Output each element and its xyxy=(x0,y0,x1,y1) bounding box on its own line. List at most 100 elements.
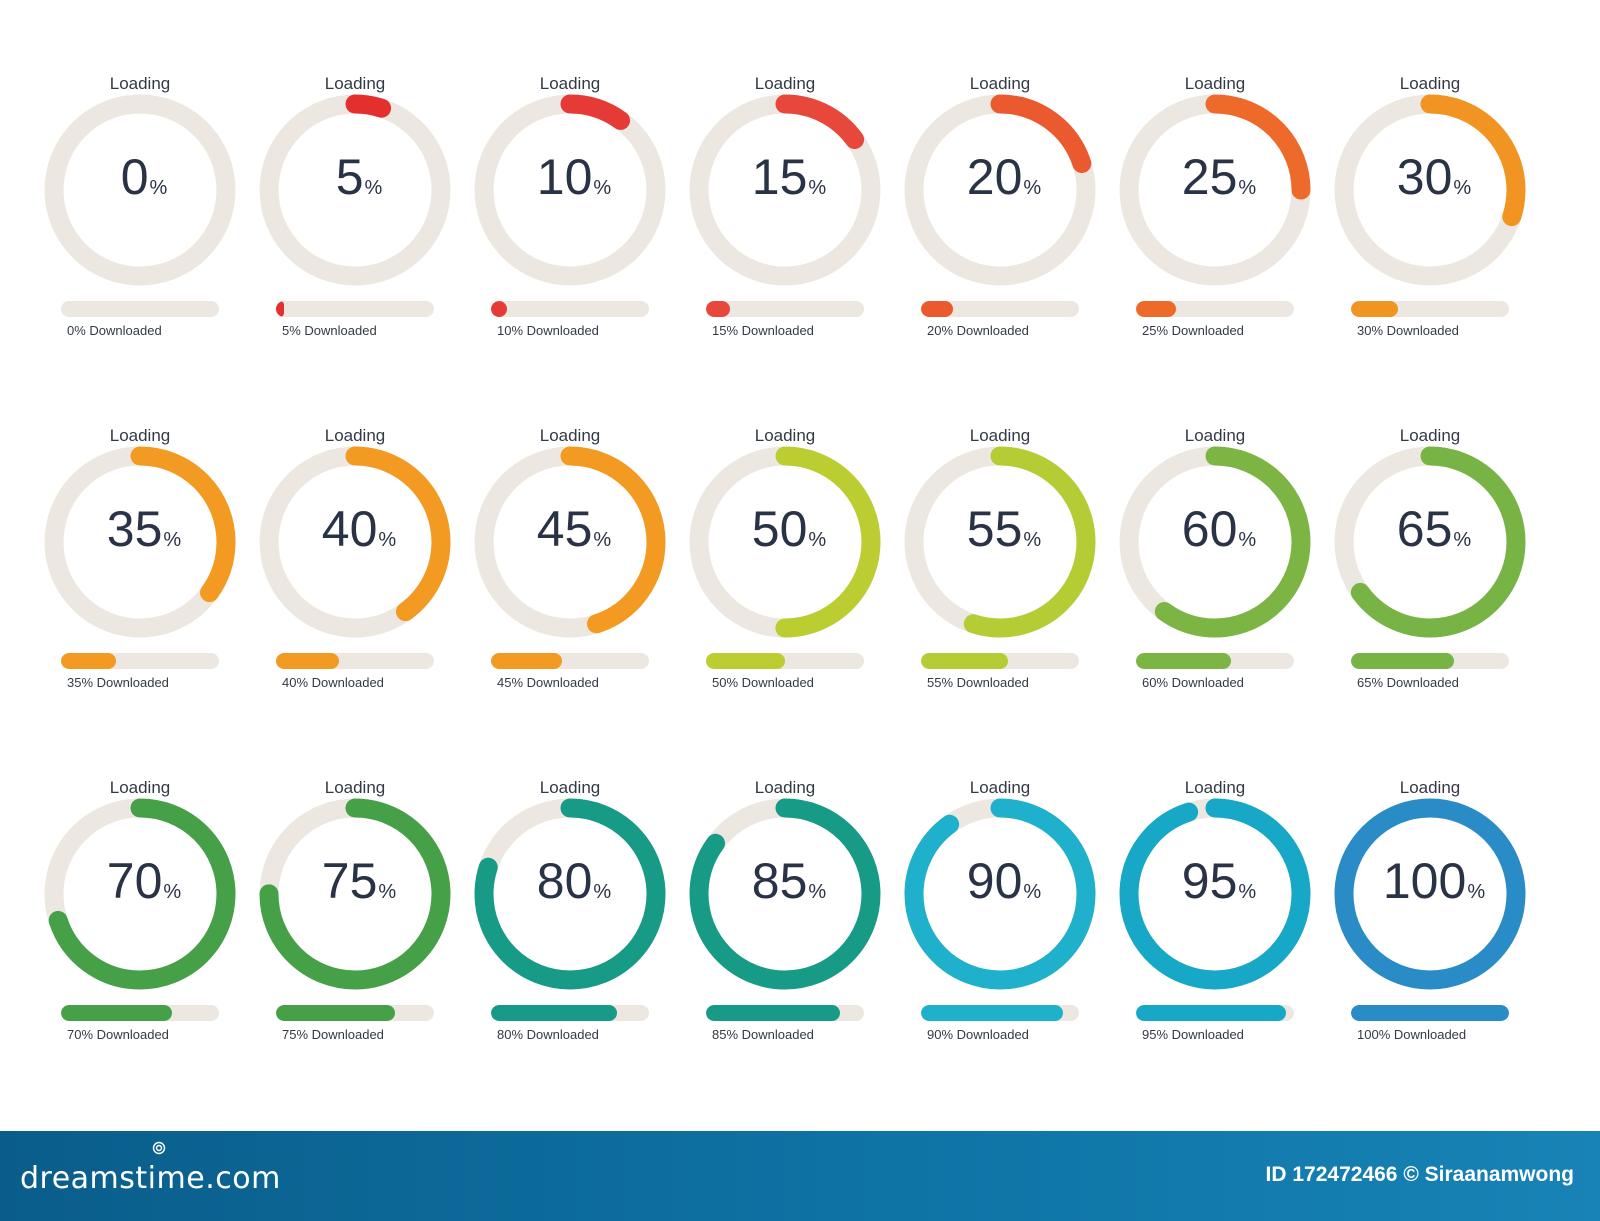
percent-value: 95% xyxy=(1119,856,1319,906)
ring-progress-arc xyxy=(474,798,666,990)
percent-sign: % xyxy=(149,177,168,199)
loading-indicator: Loading 5% 5% Downloaded xyxy=(255,74,470,374)
percent-sign: % xyxy=(364,177,383,199)
loading-label: Loading xyxy=(969,74,1031,93)
loading-label: Loading xyxy=(539,74,601,93)
percent-number: 95 xyxy=(1181,853,1238,909)
percent-number: 40 xyxy=(321,501,378,557)
percent-number: 100 xyxy=(1382,853,1467,909)
percent-value: 75% xyxy=(259,856,459,906)
percent-sign: % xyxy=(1238,529,1257,551)
percent-number: 80 xyxy=(536,853,593,909)
progress-ring: 85% xyxy=(689,798,881,990)
progress-ring: 90% xyxy=(904,798,1096,990)
progress-ring: 35% xyxy=(44,446,236,638)
download-caption: 80% Downloaded xyxy=(497,1027,599,1042)
loading-label: Loading xyxy=(1184,778,1246,797)
percent-value: 40% xyxy=(259,504,459,554)
progress-bar xyxy=(1136,1005,1294,1021)
percent-number: 25 xyxy=(1181,149,1238,205)
progress-bar-fill xyxy=(61,1005,172,1021)
ring-progress-arc xyxy=(474,94,666,286)
loading-indicator: Loading 100% 100% Downloaded xyxy=(1330,778,1545,1078)
loading-indicator: Loading 35% 35% Downloaded xyxy=(40,426,255,726)
progress-ring: 0% xyxy=(44,94,236,286)
loading-indicator: Loading 55% 55% Downloaded xyxy=(900,426,1115,726)
loading-indicator: Loading 70% 70% Downloaded xyxy=(40,778,255,1078)
percent-number: 15 xyxy=(751,149,808,205)
loading-label: Loading xyxy=(1399,778,1461,797)
progress-ring: 15% xyxy=(689,94,881,286)
percent-number: 90 xyxy=(966,853,1023,909)
percent-sign: % xyxy=(163,529,182,551)
percent-value: 25% xyxy=(1119,152,1319,202)
progress-bar xyxy=(706,1005,864,1021)
percent-number: 60 xyxy=(1181,501,1238,557)
progress-bar-fill xyxy=(1136,301,1176,317)
progress-bar xyxy=(491,1005,649,1021)
percent-number: 55 xyxy=(966,501,1023,557)
download-caption: 50% Downloaded xyxy=(712,675,814,690)
percent-sign: % xyxy=(593,881,612,903)
loading-label: Loading xyxy=(324,74,386,93)
percent-value: 15% xyxy=(689,152,889,202)
progress-bar xyxy=(921,1005,1079,1021)
ring-progress-arc xyxy=(904,798,1096,990)
progress-bar xyxy=(1351,301,1509,317)
progress-ring: 70% xyxy=(44,798,236,990)
percent-number: 50 xyxy=(751,501,808,557)
percent-value: 50% xyxy=(689,504,889,554)
loading-label: Loading xyxy=(539,426,601,445)
download-caption: 95% Downloaded xyxy=(1142,1027,1244,1042)
progress-bar-fill xyxy=(491,653,563,669)
ring-progress-arc xyxy=(689,94,881,286)
progress-bar-fill xyxy=(491,1005,618,1021)
progress-bar-fill xyxy=(706,653,785,669)
percent-sign: % xyxy=(593,529,612,551)
download-caption: 70% Downloaded xyxy=(67,1027,169,1042)
progress-ring: 75% xyxy=(259,798,451,990)
ring-progress-arc xyxy=(1119,94,1311,286)
percent-value: 90% xyxy=(904,856,1104,906)
loading-label: Loading xyxy=(754,74,816,93)
loading-indicator: Loading 90% 90% Downloaded xyxy=(900,778,1115,1078)
loading-indicator: Loading 95% 95% Downloaded xyxy=(1115,778,1330,1078)
progress-bar xyxy=(61,1005,219,1021)
loading-indicator: Loading 60% 60% Downloaded xyxy=(1115,426,1330,726)
loading-indicator: Loading 25% 25% Downloaded xyxy=(1115,74,1330,374)
progress-bar xyxy=(61,301,219,317)
progress-ring: 50% xyxy=(689,446,881,638)
percent-number: 35 xyxy=(106,501,163,557)
ring-progress-arc xyxy=(1334,94,1526,286)
loading-indicator: Loading 40% 40% Downloaded xyxy=(255,426,470,726)
progress-bar-fill xyxy=(276,1005,395,1021)
download-caption: 60% Downloaded xyxy=(1142,675,1244,690)
progress-bar xyxy=(1351,1005,1509,1021)
loading-label: Loading xyxy=(754,426,816,445)
download-caption: 45% Downloaded xyxy=(497,675,599,690)
percent-value: 20% xyxy=(904,152,1104,202)
loading-label: Loading xyxy=(969,778,1031,797)
download-caption: 20% Downloaded xyxy=(927,323,1029,338)
percent-number: 30 xyxy=(1396,149,1453,205)
progress-ring: 45% xyxy=(474,446,666,638)
progress-bar xyxy=(491,653,649,669)
download-caption: 85% Downloaded xyxy=(712,1027,814,1042)
percent-value: 85% xyxy=(689,856,889,906)
percent-sign: % xyxy=(1238,881,1257,903)
loading-indicator-grid: Loading 0% 0% Downloaded Loading 5% 5% Downlo… xyxy=(40,74,1545,1078)
ring-progress-arc xyxy=(259,798,451,990)
progress-bar-fill xyxy=(1136,1005,1287,1021)
percent-value: 70% xyxy=(44,856,244,906)
progress-bar-fill xyxy=(706,301,730,317)
progress-ring: 80% xyxy=(474,798,666,990)
percent-number: 5 xyxy=(335,149,364,205)
download-caption: 40% Downloaded xyxy=(282,675,384,690)
percent-sign: % xyxy=(1023,177,1042,199)
progress-ring: 55% xyxy=(904,446,1096,638)
progress-bar xyxy=(1136,653,1294,669)
percent-sign: % xyxy=(1453,177,1472,199)
progress-bar xyxy=(706,653,864,669)
download-caption: 30% Downloaded xyxy=(1357,323,1459,338)
progress-bar xyxy=(276,301,434,317)
